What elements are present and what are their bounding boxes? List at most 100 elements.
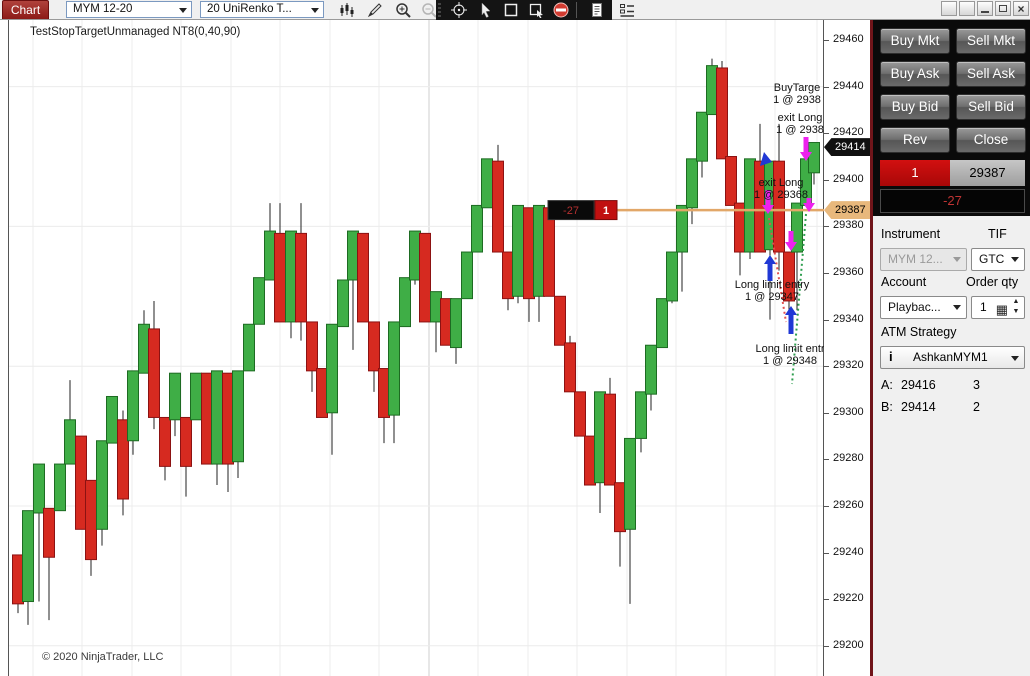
close-position-button[interactable]: Close <box>956 127 1026 153</box>
series-combo[interactable]: 20 UniRenko T... <box>200 1 324 18</box>
candle <box>127 370 139 442</box>
sell-mkt-button[interactable]: Sell Mkt <box>956 28 1026 54</box>
buy-ask-button[interactable]: Buy Ask <box>880 61 950 87</box>
axis-label: 29340 <box>833 312 864 325</box>
axis-label: 29360 <box>833 266 864 278</box>
candles <box>12 58 820 625</box>
candle <box>337 279 349 328</box>
candle <box>326 323 338 414</box>
sell-bid-button[interactable]: Sell Bid <box>956 94 1026 120</box>
candle <box>440 298 452 346</box>
unrealized-pnl: -27 <box>880 189 1025 213</box>
toolbar-extra-button-2[interactable] <box>959 1 975 16</box>
crosshair-icon[interactable] <box>450 2 468 18</box>
candle <box>450 298 462 349</box>
close-icon: × <box>1017 1 1025 16</box>
tif-combo[interactable]: GTC <box>971 248 1025 271</box>
toolbar-extra-button-1[interactable] <box>941 1 957 16</box>
minimize-button[interactable] <box>977 1 993 16</box>
zoom-in-icon[interactable] <box>394 2 412 18</box>
pointer-icon[interactable] <box>477 2 495 18</box>
atm-strategy-label: ATM Strategy <box>881 325 957 339</box>
candle <box>201 372 213 465</box>
candle <box>274 232 286 323</box>
data-series-icon[interactable] <box>618 2 636 18</box>
panel-instrument-combo[interactable]: MYM 12... <box>880 248 967 271</box>
disable-icon[interactable] <box>552 2 570 18</box>
price-chart[interactable]: -27 1 BuyTarge 1 @ 2938 exit Long 1 @ 2938 exi… <box>0 20 824 676</box>
axis-tick <box>824 366 829 368</box>
position-quantity: 1 <box>880 160 950 186</box>
candle <box>706 65 718 116</box>
bid-price: 29414 <box>901 400 936 414</box>
candle <box>357 232 369 323</box>
account-combo[interactable]: Playbac... <box>880 296 967 319</box>
toolbar-grip[interactable] <box>438 3 441 17</box>
candle <box>716 67 728 160</box>
axis-label: 29280 <box>833 452 864 465</box>
candle <box>808 142 820 174</box>
chart-style-icon[interactable] <box>338 2 356 18</box>
draw-icon[interactable] <box>366 2 384 18</box>
entry-arrow-up <box>785 306 797 334</box>
atm-strategy-combo[interactable]: i AshkanMYM1 <box>880 346 1025 369</box>
toolbar: Chart MYM 12-20 20 UniRenko T... <box>0 0 1030 20</box>
instrument-combo-value: MYM 12-20 <box>73 3 133 15</box>
axis-label: 29460 <box>833 33 864 45</box>
calculator-icon[interactable]: ▦ <box>995 302 1008 317</box>
axis-label: 29220 <box>833 592 864 605</box>
candle <box>574 391 586 437</box>
buy-mkt-button[interactable]: Buy Mkt <box>880 28 950 54</box>
script-icon[interactable] <box>588 2 606 18</box>
qty-spinner[interactable]: ▲ ▼ <box>1012 298 1020 315</box>
candle <box>584 435 596 486</box>
candle <box>190 372 202 421</box>
axis-label: 29300 <box>833 405 864 418</box>
maximize-button[interactable] <box>995 1 1011 16</box>
candle <box>232 370 244 463</box>
region-select-icon[interactable] <box>527 2 545 18</box>
axis-tick <box>824 319 829 321</box>
axis-label: 29200 <box>833 638 864 651</box>
bid-size: 2 <box>973 400 980 414</box>
axis-tick <box>824 273 829 274</box>
candle <box>159 416 171 467</box>
strategy-dotted-line <box>791 213 807 385</box>
zoom-out-icon[interactable] <box>420 2 438 18</box>
candle <box>253 277 265 325</box>
candle <box>492 160 504 253</box>
candle <box>180 416 192 467</box>
reverse-button[interactable]: Rev <box>880 127 950 153</box>
chevron-down-icon <box>1011 257 1019 262</box>
tab-chart[interactable]: Chart <box>2 0 49 19</box>
instrument-combo[interactable]: MYM 12-20 <box>66 1 192 18</box>
ask-label: A: <box>881 378 893 392</box>
candle <box>645 344 657 395</box>
close-button[interactable]: × <box>1013 1 1029 16</box>
atm-strategy-value: AshkanMYM1 <box>913 350 988 364</box>
sell-ask-button[interactable]: Sell Ask <box>956 61 1026 87</box>
axis-tick <box>824 506 829 507</box>
svg-text:1: 1 <box>603 205 609 217</box>
buy-bid-button[interactable]: Buy Bid <box>880 94 950 120</box>
candle <box>378 368 390 418</box>
order-qty-stepper[interactable]: 1 ▦ ▲ ▼ <box>971 296 1025 319</box>
candle <box>368 321 380 372</box>
candle <box>773 160 785 253</box>
region-icon[interactable] <box>502 2 520 18</box>
candle <box>512 204 524 297</box>
axis-tick <box>824 133 829 135</box>
candle <box>725 156 737 206</box>
chevron-down-icon <box>953 257 961 262</box>
order-qty-label: Order qty <box>966 275 1019 289</box>
axis-label: 29320 <box>833 359 864 372</box>
exit-arrow-down <box>762 190 774 214</box>
ask-size: 3 <box>973 378 980 392</box>
position-row: 1 29387 <box>880 160 1025 186</box>
candle <box>471 204 483 253</box>
candle <box>295 232 307 323</box>
candle <box>656 298 668 349</box>
candle <box>316 368 328 418</box>
price-axis[interactable]: 29460 29440 29420 29400 29380 29360 29340 29320… <box>824 20 870 676</box>
